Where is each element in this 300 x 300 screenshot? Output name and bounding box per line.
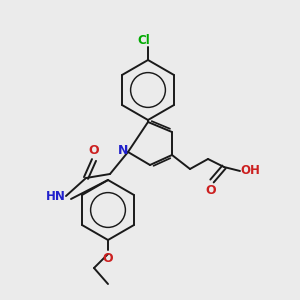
Text: O: O xyxy=(103,251,113,265)
Text: OH: OH xyxy=(240,164,260,178)
Text: N: N xyxy=(118,143,128,157)
Text: Cl: Cl xyxy=(138,34,150,47)
Text: O: O xyxy=(89,145,99,158)
Text: O: O xyxy=(206,184,216,196)
Text: HN: HN xyxy=(46,190,66,202)
